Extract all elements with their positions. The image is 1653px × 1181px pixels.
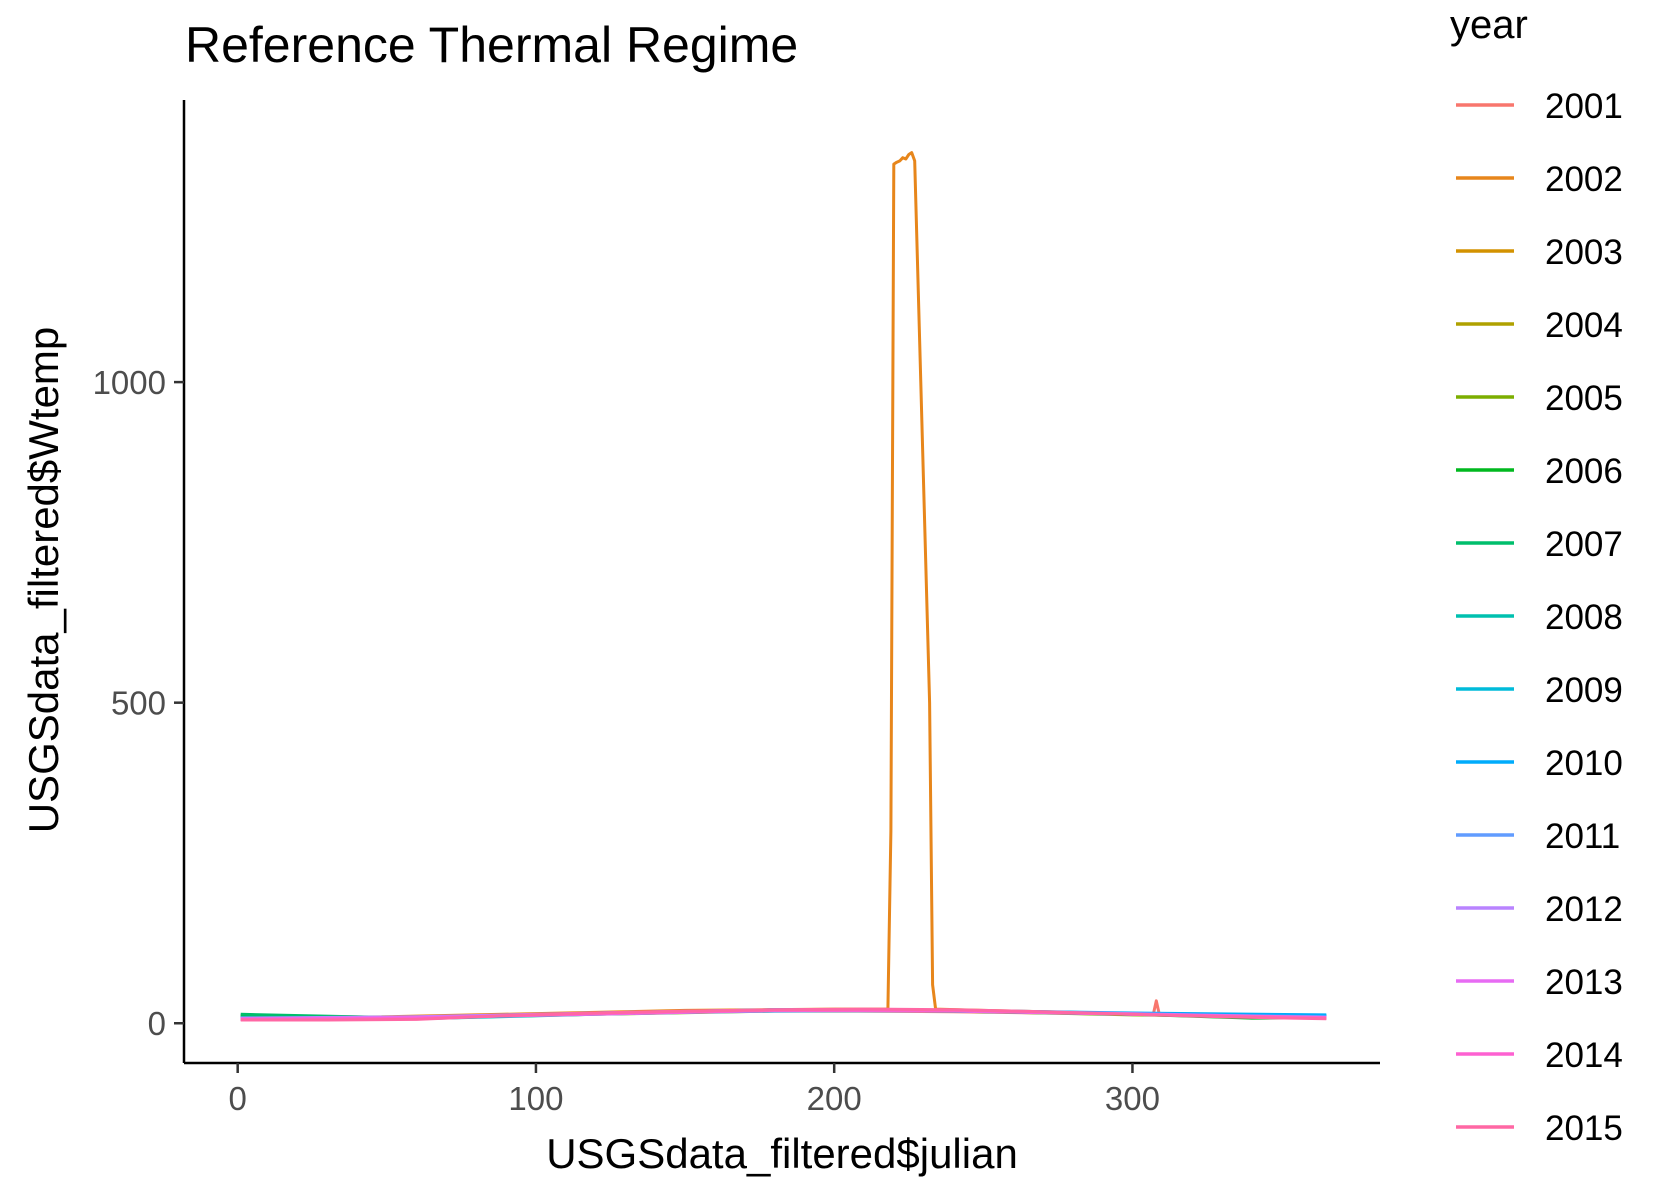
legend-item: 2002 (1456, 160, 1623, 199)
x-axis-label: USGSdata_filtered$julian (546, 1130, 1018, 1177)
series-line-2015 (240, 1007, 1327, 1022)
legend-item: 2007 (1456, 525, 1623, 564)
series-line-2002 (240, 151, 1327, 1020)
legend-item: 2008 (1456, 598, 1623, 637)
legend-label: 2013 (1545, 963, 1623, 1002)
legend-label: 2005 (1545, 379, 1623, 418)
legend-label: 2004 (1545, 306, 1623, 345)
x-tick-label: 200 (807, 1080, 862, 1117)
x-tick-label: 0 (229, 1080, 247, 1117)
legend-item: 2014 (1456, 1036, 1623, 1075)
legend-label: 2009 (1545, 671, 1623, 710)
x-tick-group: 0 100 200 300 (229, 1063, 1160, 1117)
legend-item: 2009 (1456, 671, 1623, 710)
legend-item: 2005 (1456, 379, 1623, 418)
legend-label: 2007 (1545, 525, 1623, 564)
legend-title: year (1450, 3, 1528, 47)
legend-item: 2013 (1456, 963, 1623, 1002)
legend-item: 2003 (1456, 233, 1623, 272)
legend-item: 2012 (1456, 890, 1623, 929)
legend-label: 2003 (1545, 233, 1623, 272)
legend-label: 2014 (1545, 1036, 1623, 1075)
chart-title: Reference Thermal Regime (185, 17, 798, 73)
legend-item: 2010 (1456, 744, 1623, 783)
legend-items: 2001 2002 2003 2004 2005 2006 2007 2008 2009 2010… (1456, 87, 1623, 1148)
legend-label: 2015 (1545, 1109, 1623, 1148)
legend-item: 2011 (1456, 817, 1620, 856)
legend-label: 2010 (1545, 744, 1623, 783)
y-axis-label: USGSdata_filtered$Wtemp (20, 327, 67, 834)
legend-label: 2002 (1545, 160, 1623, 199)
y-tick-label: 0 (148, 1005, 166, 1042)
y-tick-label: 1000 (93, 364, 166, 401)
legend-label: 2001 (1545, 87, 1623, 126)
x-tick-label: 300 (1105, 1080, 1160, 1117)
series-layer (240, 151, 1327, 1022)
legend-item: 2015 (1456, 1109, 1623, 1148)
legend-label: 2011 (1545, 817, 1620, 856)
legend: year 20012002200320042005200620072008200… (1450, 3, 1623, 1148)
legend-label: 2006 (1545, 452, 1623, 491)
legend-item: 2004 (1456, 306, 1623, 345)
legend-item: 2006 (1456, 452, 1623, 491)
y-tick-group: 0 500 1000 (93, 364, 184, 1042)
legend-label: 2012 (1545, 890, 1623, 929)
legend-label: 2008 (1545, 598, 1623, 637)
legend-item: 2001 (1456, 87, 1623, 126)
y-tick-label: 500 (111, 685, 166, 722)
plot-area: 0 500 1000 0 100 200 300 (93, 100, 1380, 1117)
x-tick-label: 100 (508, 1080, 563, 1117)
